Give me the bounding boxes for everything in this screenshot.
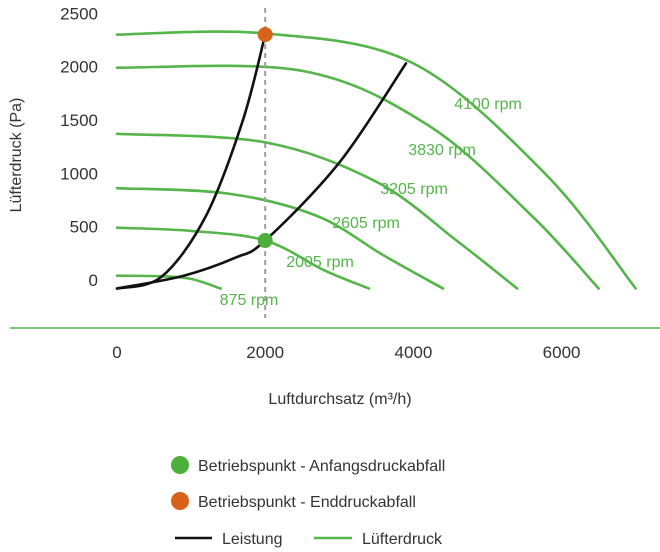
legend-label: Betriebspunkt - Enddruckabfall	[198, 494, 416, 511]
curve-label-875-rpm: 875 rpm	[220, 292, 279, 309]
legend-label: Betriebspunkt - Anfangsdruckabfall	[198, 458, 445, 475]
y-tick-label: 2500	[60, 4, 98, 23]
operating-point-final	[257, 27, 273, 43]
curve-label-2605-rpm: 2605 rpm	[332, 215, 400, 232]
operating-point-initial	[257, 233, 273, 249]
fan-curve-3205-rpm	[115, 132, 519, 290]
legend-marker-dot-orange	[171, 492, 189, 510]
x-tick-label: 6000	[543, 343, 581, 362]
x-tick-label: 2000	[246, 343, 284, 362]
power-curve-1	[115, 33, 267, 290]
legend-label: Leistung	[222, 531, 283, 548]
x-tick-label: 4000	[394, 343, 432, 362]
legend-label: Lüfterdruck	[362, 531, 443, 548]
y-tick-label: 2000	[60, 58, 98, 77]
x-tick-label: 0	[112, 343, 121, 362]
fan-curve-3830-rpm	[115, 64, 600, 290]
curves-layer: 875 rpm 2005 rpm 2605 rpm 3205 rpm 3830 rpm 4…	[115, 30, 637, 309]
y-tick-label: 500	[70, 218, 98, 237]
y-tick-label: 1500	[60, 111, 98, 130]
curve-label-4100-rpm: 4100 rpm	[454, 96, 522, 113]
x-axis-title: Luftdurchsatz (m³/h)	[268, 391, 411, 408]
legend-marker-dot-green	[171, 456, 189, 474]
curve-label-2005-rpm: 2005 rpm	[286, 254, 354, 271]
y-axis-title: Lüfterdruck (Pa)	[8, 98, 25, 213]
curve-label-3830-rpm: 3830 rpm	[408, 142, 476, 159]
fan-curve-2605-rpm	[115, 186, 445, 290]
power-curve-2	[115, 62, 408, 290]
ticks-layer: 0 500 1000 1500 2000 2500 0 2000 4000 6000	[60, 4, 580, 362]
legend: Betriebspunkt - Anfangsdruckabfall Betrie…	[171, 456, 445, 548]
y-tick-label: 0	[89, 271, 98, 290]
curve-label-3205-rpm: 3205 rpm	[380, 181, 448, 198]
fan-curve-4100-rpm	[115, 30, 637, 290]
operating-points-layer	[257, 27, 273, 249]
y-tick-label: 1000	[60, 164, 98, 183]
